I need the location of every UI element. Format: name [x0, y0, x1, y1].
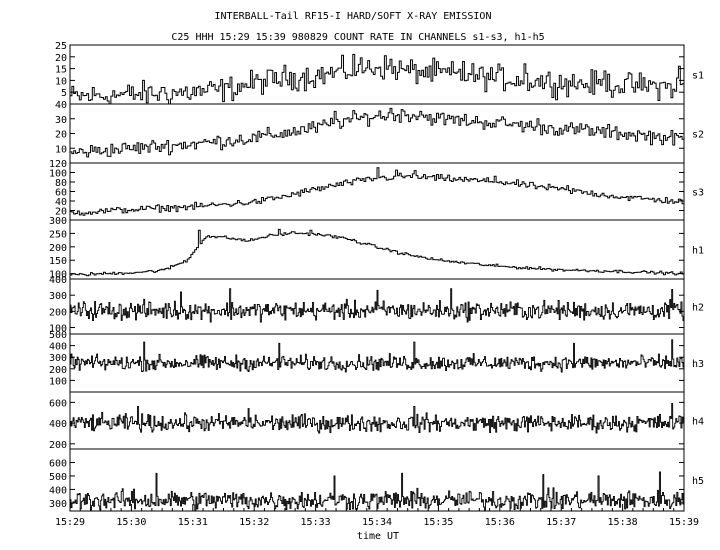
channel-label-h3: h3 [692, 359, 704, 370]
panel-frame-h1 [69, 219, 685, 280]
y-tick-label: 400 [49, 275, 67, 286]
x-tick-label: 15:29 [55, 517, 85, 528]
y-tick-label: 80 [55, 178, 67, 189]
y-tick-label: 150 [49, 256, 67, 267]
y-tick-label: 15 [55, 65, 67, 76]
x-tick-label: 15:30 [116, 517, 146, 528]
y-tick-label: 200 [49, 440, 67, 451]
y-tick-label: 100 [49, 169, 67, 180]
series-line-h2 [70, 288, 684, 323]
y-tick-label: 20 [55, 130, 67, 141]
series-line-h3 [70, 339, 684, 373]
y-tick-label: 120 [49, 159, 67, 170]
y-tick-label: 40 [55, 100, 67, 111]
y-tick-label: 100 [49, 270, 67, 281]
y-tick-label: 400 [49, 485, 67, 496]
y-tick-label: 200 [49, 365, 67, 376]
y-tick-label: 5 [61, 88, 67, 99]
x-tick-label: 15:38 [608, 517, 638, 528]
y-tick-label: 10 [55, 76, 67, 87]
x-tick-label: 15:32 [239, 517, 269, 528]
y-tick-label: 400 [49, 419, 67, 430]
x-tick-label: 15:31 [178, 517, 208, 528]
y-tick-label: 500 [49, 330, 67, 341]
y-tick-label: 300 [49, 216, 67, 227]
y-tick-label: 300 [49, 291, 67, 302]
y-tick-label: 20 [55, 207, 67, 218]
x-tick-label: 15:35 [423, 517, 453, 528]
panel-frame-s1 [69, 44, 685, 105]
x-tick-label: 15:33 [301, 517, 331, 528]
panel-frame-s2 [69, 103, 685, 164]
y-tick-label: 600 [49, 398, 67, 409]
y-tick-label: 25 [55, 41, 67, 52]
panel-h4: 200 400 600 h4 [49, 391, 704, 451]
panel-h2: 100 200 300 400 h2 [49, 275, 704, 335]
y-tick-label: 600 [49, 458, 67, 469]
y-tick-label: 300 [49, 353, 67, 364]
series-line-h1 [70, 228, 684, 277]
x-axis-label: time UT [357, 531, 399, 542]
channel-label-h4: h4 [692, 417, 704, 428]
y-tick-label: 500 [49, 472, 67, 483]
panel-s2: 10 20 30 40 s2 [55, 100, 704, 164]
series-line-s3 [70, 167, 684, 216]
channel-label-s3: s3 [692, 188, 704, 199]
y-tick-label: 250 [49, 229, 67, 240]
y-tick-label: 100 [49, 376, 67, 387]
y-tick-label: 300 [49, 499, 67, 510]
x-tick-label: 15:37 [546, 517, 576, 528]
channel-label-h2: h2 [692, 303, 704, 314]
chart-subtitle: C25 HHH 15:29 15:39 980829 COUNT RATE IN… [171, 32, 544, 43]
panel-h5: 300 400 500 600 h5 [49, 448, 704, 512]
channel-label-h1: h1 [692, 246, 704, 257]
channel-label-s2: s2 [692, 130, 704, 141]
panel-h1: 100 150 200 250 300 h1 [49, 216, 704, 281]
y-tick-label: 200 [49, 307, 67, 318]
series-line-s2 [70, 107, 684, 158]
y-tick-label: 40 [55, 197, 67, 208]
x-tick-label: 15:34 [362, 517, 392, 528]
y-tick-label: 200 [49, 243, 67, 254]
y-tick-label: 60 [55, 188, 67, 199]
y-tick-label: 400 [49, 342, 67, 353]
channel-panels: 510152025s110203040s220406080100120s3100… [49, 41, 704, 512]
y-tick-label: 30 [55, 115, 67, 126]
channel-label-h5: h5 [692, 476, 704, 487]
channel-label-s1: s1 [692, 71, 704, 82]
series-line-h5 [70, 471, 684, 512]
series-line-h4 [70, 402, 684, 434]
series-line-s1 [70, 53, 684, 105]
x-tick-label: 15:39 [669, 517, 699, 528]
y-tick-label: 100 [49, 324, 67, 335]
y-tick-label: 20 [55, 53, 67, 64]
y-tick-label: 10 [55, 144, 67, 155]
chart-title: INTERBALL-Tail RF15-I HARD/SOFT X-RAY EM… [215, 11, 492, 22]
x-tick-label: 15:36 [485, 517, 515, 528]
time-axis: 15:29 15:30 15:31 15:32 15:33 15:34 15:35 15:36… [55, 504, 699, 528]
